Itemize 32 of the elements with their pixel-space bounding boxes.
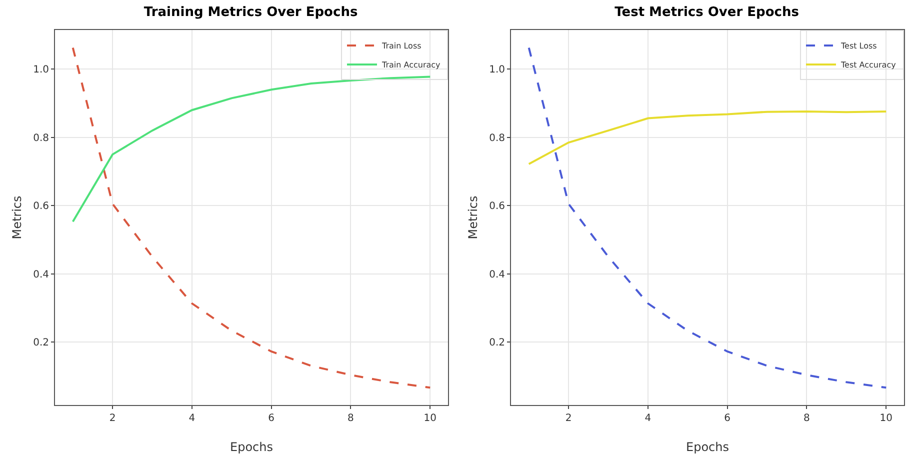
legend-label: Train Accuracy (381, 60, 441, 70)
y-tick-label: 0.8 (489, 132, 505, 144)
legend-label: Train Loss (381, 42, 422, 51)
y-tick-label: 0.8 (33, 132, 49, 144)
y-axis-title: Metrics (466, 196, 480, 240)
y-axis-title: Metrics (10, 196, 24, 240)
y-tick-label: 0.4 (33, 269, 49, 280)
line-series (528, 110, 888, 165)
x-axis-title: Epochs (686, 440, 729, 454)
chart-title: Training Metrics Over Epochs (144, 5, 358, 20)
x-tick-label: 2 (565, 413, 572, 424)
y-tick-label: 0.6 (33, 201, 49, 212)
y-tick-label: 0.2 (33, 337, 49, 348)
y-tick-label: 1.0 (489, 64, 505, 76)
x-tick-label: 4 (188, 413, 196, 424)
x-axis-title: Epochs (230, 440, 273, 454)
legend-label: Test Loss (840, 42, 877, 51)
line-series (72, 76, 432, 223)
x-tick-label: 2 (109, 413, 116, 424)
y-tick-label: 1.0 (33, 64, 49, 76)
x-tick-label: 10 (424, 413, 437, 424)
chart-title: Test Metrics Over Epochs (614, 5, 800, 20)
legend-label: Test Accuracy (840, 60, 896, 70)
x-tick-label: 8 (348, 413, 354, 424)
x-tick-label: 6 (268, 413, 275, 424)
x-tick-label: 10 (880, 413, 893, 424)
x-tick-label: 6 (724, 413, 731, 424)
x-tick-label: 4 (644, 413, 652, 424)
y-tick-label: 0.6 (489, 201, 505, 212)
y-tick-label: 0.2 (489, 337, 505, 348)
y-tick-label: 0.4 (489, 269, 505, 280)
x-tick-label: 8 (804, 413, 810, 424)
